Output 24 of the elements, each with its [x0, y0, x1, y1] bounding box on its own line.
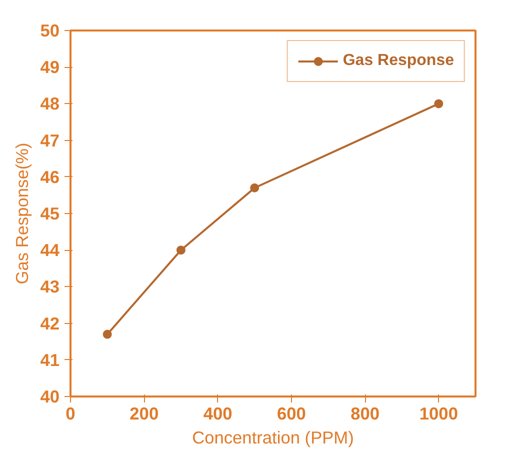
x-tick-label: 0	[66, 404, 76, 424]
y-tick-label: 48	[40, 94, 60, 114]
x-tick-label: 400	[203, 404, 232, 424]
point	[102, 330, 112, 339]
point	[434, 99, 444, 108]
y-axis-title: Gas Response(%)	[12, 142, 32, 284]
y-tick-label: 46	[40, 166, 60, 187]
x-tick-label: 200	[130, 404, 159, 424]
point	[250, 183, 260, 192]
point	[176, 246, 186, 255]
y-tick-label: 41	[40, 350, 60, 370]
legend-label: Gas Response	[342, 52, 454, 70]
y-tick-label: 47	[40, 130, 60, 150]
x-tick-label: 1000	[419, 404, 458, 424]
x-tick-label: 600	[276, 404, 306, 424]
x-axis-title: Concentration (PPM)	[192, 428, 354, 448]
y-tick-label: 42	[40, 313, 60, 334]
y-tick-label: 44	[40, 240, 60, 260]
y-tick-label: 50	[40, 20, 60, 40]
y-tick-label: 49	[40, 57, 60, 78]
y-tick-label: 40	[40, 386, 60, 406]
y-tick-label: 43	[40, 276, 60, 297]
y-tick-label: 45	[40, 204, 60, 224]
x-tick-label: 800	[350, 404, 380, 424]
